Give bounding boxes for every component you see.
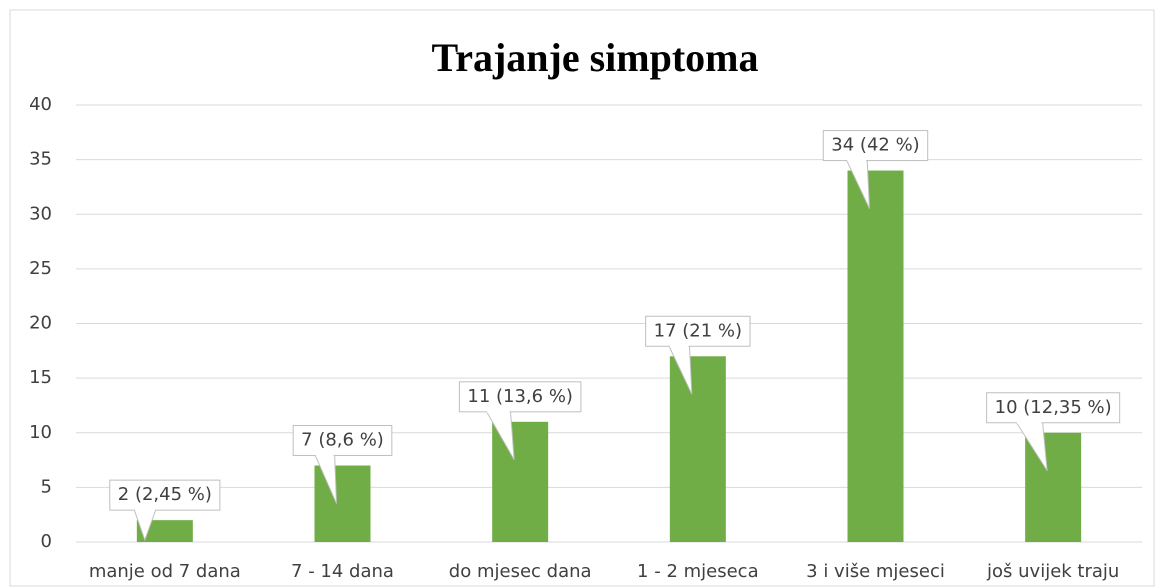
- chart-title: Trajanje simptoma: [432, 35, 759, 80]
- bar: [669, 356, 726, 542]
- y-tick-label: 20: [29, 313, 52, 334]
- bar: [314, 465, 371, 542]
- y-tick-label: 40: [29, 94, 52, 115]
- callout-box: [109, 479, 221, 511]
- callout-box: [822, 130, 929, 162]
- callout-box: [645, 315, 751, 347]
- y-tick-label: 30: [29, 203, 52, 224]
- data-label: 17 (21 %): [654, 320, 742, 341]
- data-label: 7 (8,6 %): [301, 430, 384, 451]
- bar: [847, 170, 904, 543]
- y-tick-label: 10: [29, 422, 52, 443]
- x-tick-label: do mjesec dana: [449, 561, 592, 582]
- callout-box: [292, 425, 393, 457]
- data-label: 11 (13,6 %): [467, 386, 573, 407]
- y-tick-label: 15: [29, 367, 52, 388]
- y-tick-label: 35: [29, 149, 52, 170]
- data-label: 2 (2,45 %): [118, 484, 212, 505]
- bar: [136, 520, 193, 542]
- callout-box: [458, 381, 582, 413]
- y-tick-label: 25: [29, 258, 52, 279]
- x-tick-label: 3 i više mjeseci: [806, 561, 945, 582]
- data-label: 10 (12,35 %): [995, 397, 1112, 418]
- x-tick-label: još uvijek traju: [986, 561, 1119, 582]
- x-tick-label: 7 - 14 dana: [291, 561, 394, 582]
- y-tick-label: 5: [41, 476, 52, 497]
- x-tick-label: manje od 7 dana: [89, 561, 241, 582]
- bar: [492, 421, 549, 542]
- y-tick-label: 0: [41, 531, 52, 552]
- data-label: 34 (42 %): [831, 135, 919, 156]
- callout-box: [986, 392, 1121, 424]
- x-tick-label: 1 - 2 mjeseca: [637, 561, 759, 582]
